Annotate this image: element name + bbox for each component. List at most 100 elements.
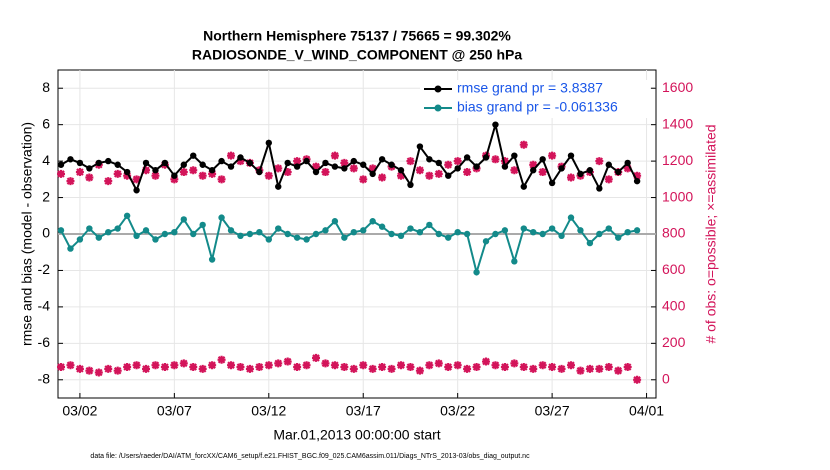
obs-marker — [482, 357, 491, 366]
point — [397, 232, 405, 240]
point — [492, 230, 499, 238]
point — [492, 121, 499, 128]
point — [190, 230, 197, 238]
point — [208, 256, 216, 263]
point — [520, 225, 527, 232]
point — [208, 167, 216, 174]
point — [463, 230, 471, 238]
obs-marker — [510, 166, 519, 175]
obs-marker — [538, 168, 547, 177]
point — [539, 156, 546, 163]
point — [57, 227, 65, 234]
point — [426, 221, 433, 229]
point — [293, 234, 301, 241]
obs-marker — [529, 364, 538, 373]
point — [312, 168, 320, 176]
point — [246, 159, 254, 167]
legend-bg — [420, 99, 650, 118]
obs-marker — [604, 175, 613, 184]
obs-marker — [415, 166, 424, 175]
obs-marker — [548, 151, 557, 160]
obs-marker — [406, 363, 415, 372]
y2-tick-label: 600 — [662, 261, 686, 277]
point — [237, 154, 244, 161]
point — [322, 159, 329, 167]
obs-marker — [378, 173, 387, 182]
y-tick-label: 6 — [42, 115, 50, 131]
obs-marker — [255, 363, 264, 372]
obs-marker — [453, 361, 462, 370]
obs-marker — [444, 363, 453, 372]
obs-marker — [217, 355, 226, 364]
obs-marker — [132, 175, 141, 184]
point — [114, 225, 121, 232]
point — [548, 179, 556, 187]
point — [67, 245, 74, 252]
point — [161, 159, 169, 167]
obs-marker — [321, 359, 330, 368]
obs-marker — [264, 361, 273, 370]
point — [114, 161, 121, 168]
point — [416, 143, 424, 150]
obs-marker — [179, 359, 188, 368]
obs-marker — [85, 366, 94, 375]
point — [473, 163, 480, 170]
point — [227, 163, 235, 170]
y-tick-label: -8 — [38, 370, 51, 386]
point — [548, 225, 556, 232]
obs-marker — [330, 361, 339, 370]
obs-marker — [57, 363, 66, 372]
x-axis-label: Mar.01,2013 00:00:00 start — [273, 427, 440, 443]
obs-marker — [160, 363, 169, 372]
point — [567, 214, 575, 221]
point — [246, 230, 254, 238]
obs-marker — [283, 168, 292, 177]
point — [331, 163, 339, 170]
y2-tick-label: 200 — [662, 334, 686, 350]
point — [435, 230, 442, 238]
obs-marker — [189, 166, 198, 175]
obs-marker — [340, 363, 349, 372]
obs-marker — [293, 157, 302, 166]
obs-marker — [293, 363, 302, 372]
obs-marker — [66, 177, 75, 186]
point — [265, 139, 272, 147]
point — [577, 227, 584, 234]
obs-marker — [245, 364, 254, 373]
obs-marker — [368, 364, 377, 373]
legend-bg — [420, 80, 650, 99]
point — [152, 167, 159, 174]
obs-marker — [170, 175, 179, 184]
legend-marker — [434, 104, 442, 112]
obs-marker — [406, 157, 415, 166]
point — [190, 152, 197, 159]
obs-marker — [595, 157, 604, 166]
obs-marker — [415, 366, 424, 375]
point — [520, 183, 527, 190]
x-tick-label: 03/02 — [62, 403, 97, 419]
point — [454, 165, 461, 172]
x-tick-label: 03/07 — [157, 403, 192, 419]
y-tick-label: 0 — [42, 225, 50, 241]
obs-marker — [312, 162, 321, 171]
obs-marker — [557, 364, 566, 373]
obs-marker — [151, 171, 160, 180]
point — [133, 187, 140, 194]
obs-marker — [623, 164, 632, 173]
y-tick-label: -4 — [38, 298, 51, 314]
obs-marker — [142, 166, 151, 175]
obs-marker — [397, 171, 406, 180]
obs-marker — [576, 366, 585, 375]
obs-marker — [463, 168, 472, 177]
obs-marker — [170, 361, 179, 370]
point — [539, 230, 546, 238]
point — [256, 228, 263, 236]
point — [312, 230, 320, 238]
y-tick-label: 4 — [42, 152, 50, 168]
obs-marker — [434, 359, 443, 368]
point — [633, 177, 641, 185]
obs-marker — [198, 364, 207, 373]
obs-marker — [368, 164, 377, 173]
point — [303, 157, 310, 165]
